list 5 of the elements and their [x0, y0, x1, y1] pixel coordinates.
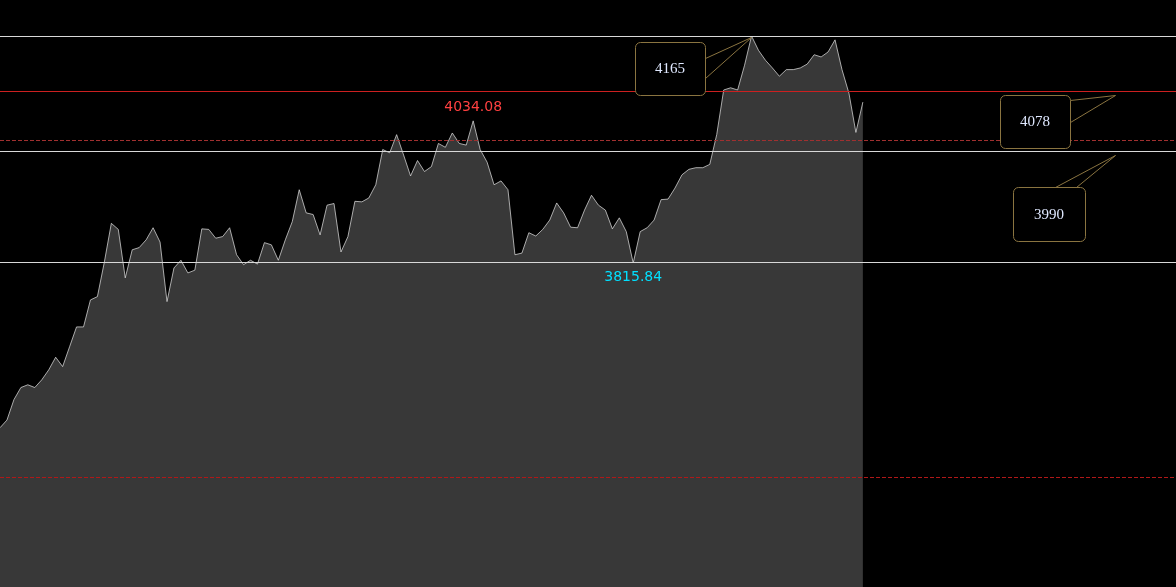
- annotation: 3990: [1034, 205, 1064, 223]
- annotation: 4034.08: [444, 97, 503, 114]
- annotation: 3815.84: [604, 268, 663, 285]
- annotation: 4078: [1020, 113, 1050, 130]
- annotation: 4165: [655, 60, 685, 77]
